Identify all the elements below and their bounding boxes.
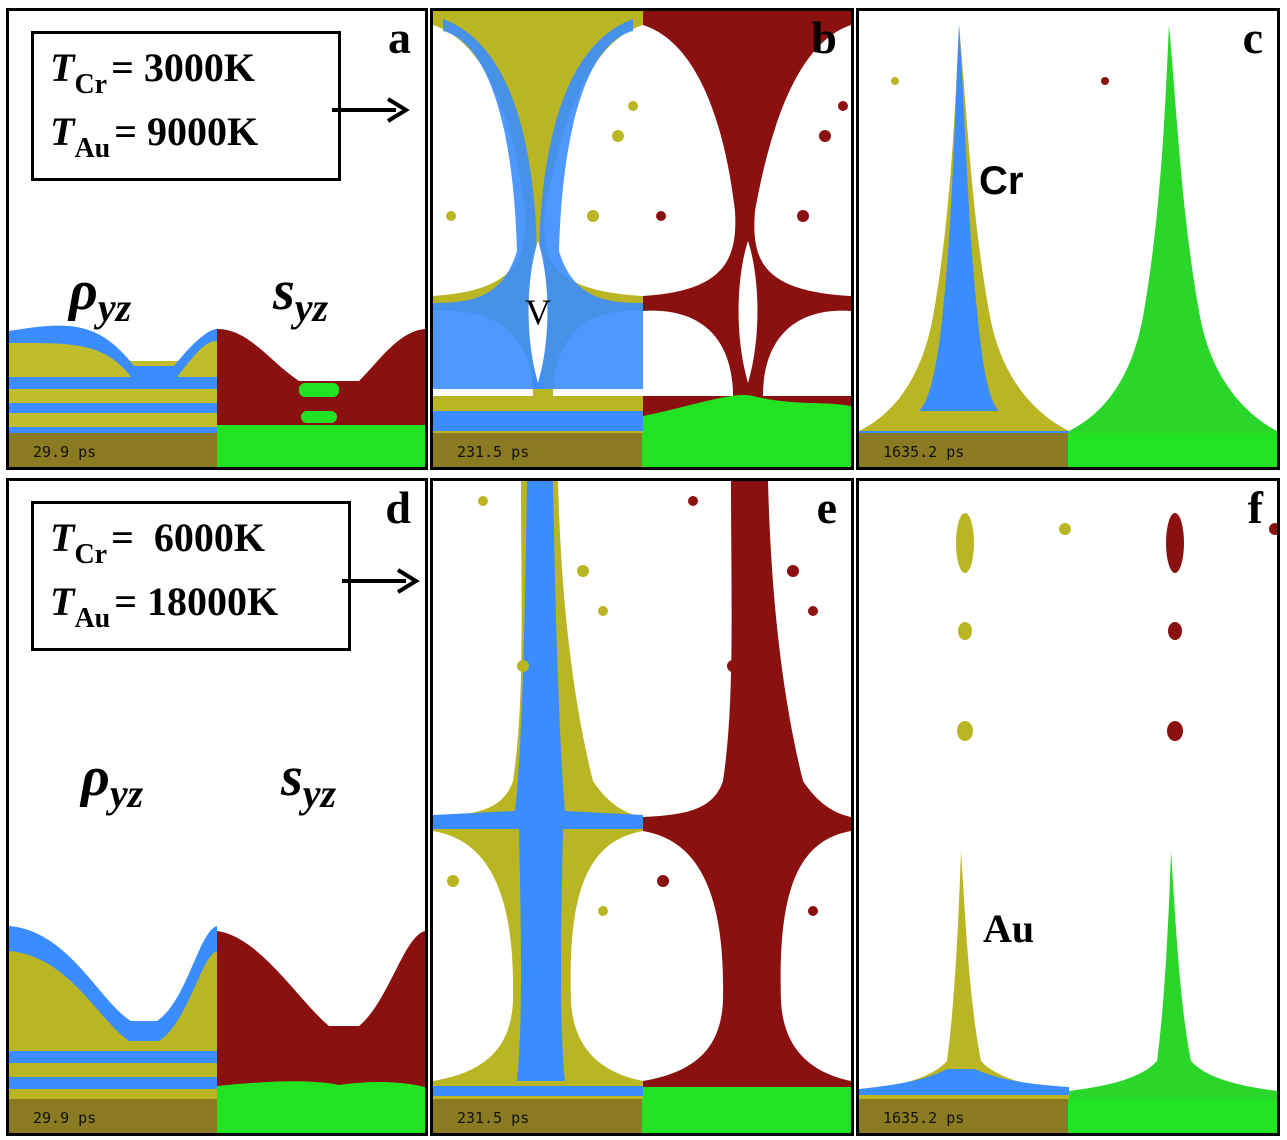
panel-f-graphic (859, 513, 1277, 1101)
panel-b: V b 231.5 ps (430, 8, 854, 470)
au-label: Au (983, 906, 1035, 951)
panel-a-time: 29.9 ps (33, 443, 97, 461)
panel-a-letter: a (388, 12, 411, 63)
panel-f: Au f 1635.2 ps (856, 478, 1280, 1136)
panel-e: e 231.5 ps (430, 478, 854, 1136)
panel-d-letter: d (385, 482, 411, 533)
t-au-line-top: TAu = 9000K (50, 109, 259, 164)
s-yz-label-bottom: syz (281, 746, 337, 817)
panel-f-time: 1635.2 ps (883, 1109, 965, 1127)
panel-d-time: 29.9 ps (33, 1109, 97, 1127)
panel-c: Cr c 1635.2 ps (856, 8, 1280, 470)
t-cr-line-bottom: TCr = 6000K (50, 515, 265, 570)
panel-c-letter: c (1242, 12, 1263, 63)
panel-d-graphic (9, 926, 425, 1101)
t-au-line-bottom: TAu = 18000K (50, 579, 279, 634)
rho-yz-label-top: ρyz (69, 260, 132, 331)
panel-e-time: 231.5 ps (457, 1109, 530, 1127)
panel-c-graphic (859, 25, 1277, 441)
s-yz-label-top: syz (273, 260, 329, 331)
void-label: V (525, 292, 551, 332)
panel-d: ρyz syz d 29.9 ps TCr = 6000K TAu = 18000K (6, 478, 428, 1136)
panel-e-graphic (433, 481, 851, 1101)
panel-b-graphic (433, 11, 851, 441)
panel-b-time: 231.5 ps (457, 443, 530, 461)
panel-b-letter: b (811, 12, 837, 63)
temperature-box-bottom: TCr = 6000K TAu = 18000K (31, 501, 351, 651)
panel-e-letter: e (816, 482, 837, 533)
arrow-right-icon (342, 568, 420, 594)
panel-e-timebar (433, 1099, 851, 1133)
cr-label: Cr (979, 159, 1024, 203)
panel-f-letter: f (1247, 482, 1263, 533)
panel-b-timebar (433, 433, 851, 467)
panel-a-timebar (9, 433, 425, 467)
rho-yz-label-bottom: ρyz (81, 746, 144, 817)
panel-c-time: 1635.2 ps (883, 443, 965, 461)
panel-d-timebar (9, 1099, 425, 1133)
panel-c-timebar (859, 433, 1277, 467)
t-cr-line-top: TCr = 3000K (50, 45, 255, 100)
temperature-box-top: TCr = 3000K TAu = 9000K (31, 31, 341, 181)
panel-a: a ρyz syz 29.9 ps TCr = 3000K TAu = 9000K (6, 8, 428, 470)
panel-f-timebar (859, 1099, 1277, 1133)
arrow-right-icon (332, 97, 410, 123)
